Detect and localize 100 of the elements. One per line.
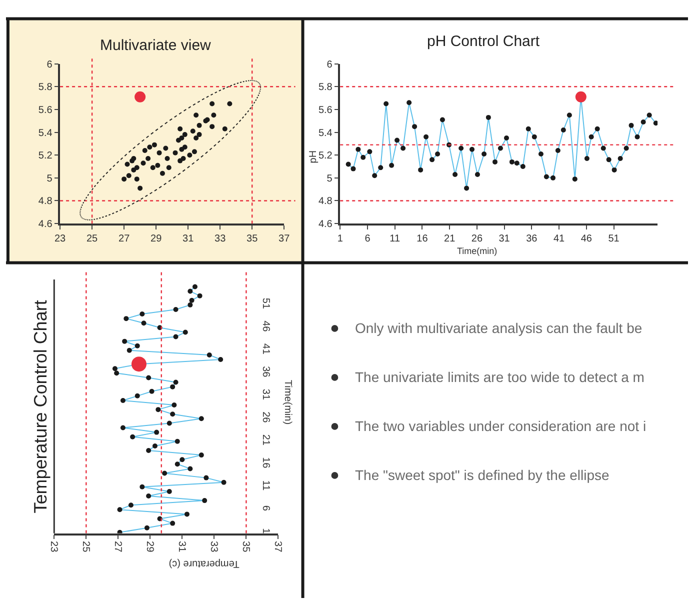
y-tick-label: 6 <box>260 505 272 512</box>
x-tick-label: 29 <box>144 541 155 553</box>
y-tick-label: 5.6 <box>38 104 53 116</box>
y-tick-label: 4.6 <box>318 219 333 230</box>
point <box>160 170 165 176</box>
y-tick-label: 46 <box>260 320 272 332</box>
y-tick-label: 4.8 <box>38 196 53 208</box>
y-tick-label: 36 <box>260 366 272 378</box>
x-tick-label: 16 <box>416 233 428 244</box>
point <box>164 156 170 162</box>
point <box>192 149 197 154</box>
point <box>211 112 216 118</box>
point <box>222 126 228 132</box>
point <box>227 101 232 106</box>
x-axis-title: Temperature (c) <box>168 558 240 570</box>
x-tick-label: 31 <box>182 233 194 244</box>
y-tick-label: 41 <box>260 343 272 355</box>
y-tick-label: 4.6 <box>38 219 53 230</box>
x-tick-label: 37 <box>272 541 283 553</box>
point <box>150 165 156 170</box>
point <box>163 146 168 151</box>
point <box>179 135 184 140</box>
x-tick-label: 11 <box>390 233 400 244</box>
text: Temperature Control Chart <box>30 300 51 514</box>
point <box>147 144 152 150</box>
point <box>166 165 172 170</box>
y-tick-label: 5.4 <box>318 128 333 139</box>
x-tick-label: 29 <box>150 233 162 244</box>
x-tick-label: 23 <box>48 541 59 553</box>
text: The "sweet spot" is defined by the ellipse <box>355 467 610 483</box>
x-tick-label: 21 <box>444 233 456 244</box>
text: Only with multivariate analysis can the fault be <box>355 320 642 336</box>
text: The univariate limits are too wide to detect a m <box>355 369 644 385</box>
point <box>575 91 586 102</box>
point <box>152 142 157 148</box>
y-tick-label: 5.2 <box>318 150 333 162</box>
point <box>134 176 140 182</box>
point <box>172 150 178 156</box>
y-tick-label: 5 <box>326 173 333 184</box>
point <box>134 91 146 102</box>
x-tick-label: 31 <box>176 541 187 553</box>
x-tick-label: 51 <box>608 233 620 244</box>
point <box>155 162 160 168</box>
point <box>194 135 199 140</box>
x-tick-label: 33 <box>208 541 219 553</box>
x-tick-label: 27 <box>118 233 130 244</box>
y-tick-label: 5.6 <box>318 104 333 116</box>
point <box>210 124 215 130</box>
x-tick-label: 36 <box>526 233 538 244</box>
point <box>156 150 162 156</box>
x-tick-label: 6 <box>364 233 371 244</box>
y-tick-label: 16 <box>260 457 272 469</box>
y-tick-label: 5.8 <box>318 82 333 94</box>
point <box>178 126 183 132</box>
y-tick-label: 51 <box>260 298 272 310</box>
point <box>140 160 146 166</box>
x-tick-label: 1 <box>337 233 344 244</box>
x-tick-label: 35 <box>246 233 258 244</box>
y-tick-label: 5 <box>46 173 53 184</box>
y-tick-label: 11 <box>260 480 272 492</box>
point <box>134 165 140 170</box>
point <box>196 122 202 128</box>
y-tick-label: 6 <box>46 59 53 70</box>
y-tick-label: 5.2 <box>38 150 53 162</box>
y-tick-label: 4.8 <box>318 196 333 208</box>
y-tick-label: 5.8 <box>38 82 53 94</box>
point <box>210 101 215 106</box>
point <box>142 148 148 154</box>
y-tick-label: 1 <box>260 528 272 534</box>
x-tick-label: 37 <box>278 233 290 244</box>
y-tick-label: 31 <box>260 388 272 400</box>
y-axis-title: Time(min) <box>282 380 294 425</box>
y-tick-label: 21 <box>260 434 272 446</box>
y-tick-label: 6 <box>326 59 333 70</box>
y-tick-label: 5.4 <box>38 128 53 139</box>
point <box>190 128 196 134</box>
point <box>180 156 186 162</box>
chart-title: Multivariate view <box>100 37 212 54</box>
x-tick-label: 41 <box>553 233 566 244</box>
point <box>182 144 188 150</box>
y-axis-title: pH <box>308 150 319 164</box>
point <box>138 186 143 191</box>
point <box>146 156 151 162</box>
x-tick-label: 25 <box>80 541 91 553</box>
y-tick-label: 26 <box>260 412 272 424</box>
x-axis-title: Time(min) <box>457 246 498 256</box>
x-tick-label: 25 <box>86 233 98 244</box>
point <box>182 132 188 138</box>
x-tick-label: 33 <box>214 233 226 244</box>
point <box>194 112 199 118</box>
x-tick-label: 26 <box>471 233 483 244</box>
point <box>187 152 192 158</box>
x-tick-label: 31 <box>498 233 510 244</box>
text: The two variables under consideration are not i <box>355 418 646 434</box>
point <box>122 176 127 182</box>
x-tick-label: 27 <box>112 541 123 553</box>
point <box>124 162 130 167</box>
x-tick-label: 35 <box>240 541 251 553</box>
point <box>196 132 202 138</box>
point <box>126 173 132 178</box>
